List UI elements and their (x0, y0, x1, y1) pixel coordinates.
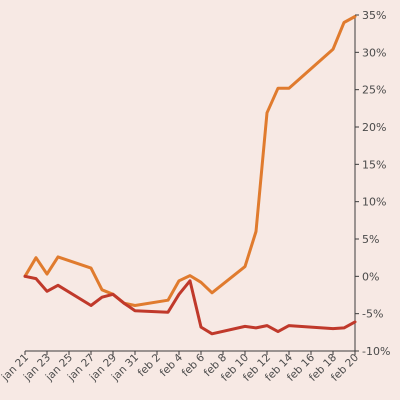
y-tick-label: 25% (362, 84, 386, 97)
y-axis-ticks: 35% 30% 25% 20% 15% 10% 5% 0% -5% -10% (355, 9, 390, 358)
series-lines (23, 15, 357, 336)
x-tick-label: feb 6 (180, 351, 208, 379)
y-tick-label: 30% (362, 46, 386, 59)
y-tick-label: -10% (362, 345, 390, 358)
y-tick-label: 35% (362, 9, 386, 22)
series-line-1 (23, 15, 357, 307)
y-tick-label: 10% (362, 196, 386, 209)
y-tick-label: -5% (362, 308, 383, 321)
y-tick-label: 0% (362, 270, 379, 283)
y-tick-label: 20% (362, 121, 386, 134)
series-line-2 (23, 274, 357, 336)
x-tick-label: feb 4 (158, 351, 186, 379)
x-tick-label: feb 2 (136, 352, 163, 379)
y-tick-label: 15% (362, 158, 386, 171)
axes (25, 15, 356, 352)
y-tick-label: 5% (362, 233, 379, 246)
